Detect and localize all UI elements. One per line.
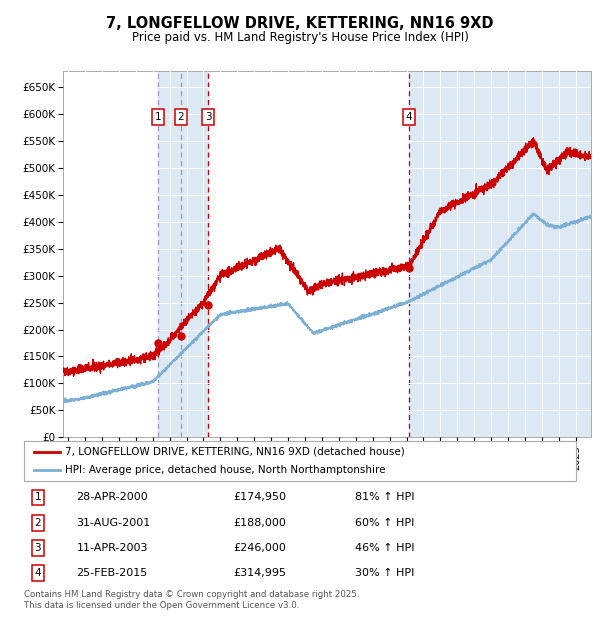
Text: 1: 1 bbox=[34, 492, 41, 502]
Text: HPI: Average price, detached house, North Northamptonshire: HPI: Average price, detached house, Nort… bbox=[65, 465, 386, 475]
Text: 46% ↑ HPI: 46% ↑ HPI bbox=[355, 543, 415, 553]
Text: 1: 1 bbox=[155, 112, 161, 122]
Text: 3: 3 bbox=[205, 112, 212, 122]
Text: 30% ↑ HPI: 30% ↑ HPI bbox=[355, 569, 415, 578]
Text: £314,995: £314,995 bbox=[234, 569, 287, 578]
FancyBboxPatch shape bbox=[24, 441, 576, 481]
Text: Price paid vs. HM Land Registry's House Price Index (HPI): Price paid vs. HM Land Registry's House … bbox=[131, 31, 469, 44]
Text: 25-FEB-2015: 25-FEB-2015 bbox=[76, 569, 148, 578]
Text: 4: 4 bbox=[406, 112, 412, 122]
Text: 7, LONGFELLOW DRIVE, KETTERING, NN16 9XD: 7, LONGFELLOW DRIVE, KETTERING, NN16 9XD bbox=[106, 16, 494, 30]
Text: 4: 4 bbox=[34, 569, 41, 578]
Text: £174,950: £174,950 bbox=[234, 492, 287, 502]
Bar bbox=[409, 71, 591, 437]
Text: £188,000: £188,000 bbox=[234, 518, 287, 528]
Text: 28-APR-2000: 28-APR-2000 bbox=[76, 492, 148, 502]
Text: 7, LONGFELLOW DRIVE, KETTERING, NN16 9XD (detached house): 7, LONGFELLOW DRIVE, KETTERING, NN16 9XD… bbox=[65, 447, 405, 457]
Text: 60% ↑ HPI: 60% ↑ HPI bbox=[355, 518, 415, 528]
Bar bbox=[158, 71, 208, 437]
Text: £246,000: £246,000 bbox=[234, 543, 287, 553]
Text: Contains HM Land Registry data © Crown copyright and database right 2025.
This d: Contains HM Land Registry data © Crown c… bbox=[24, 590, 359, 609]
Text: 2: 2 bbox=[178, 112, 184, 122]
Text: 11-APR-2003: 11-APR-2003 bbox=[76, 543, 148, 553]
Text: 31-AUG-2001: 31-AUG-2001 bbox=[76, 518, 151, 528]
Text: 81% ↑ HPI: 81% ↑ HPI bbox=[355, 492, 415, 502]
Text: 3: 3 bbox=[34, 543, 41, 553]
Text: 2: 2 bbox=[34, 518, 41, 528]
